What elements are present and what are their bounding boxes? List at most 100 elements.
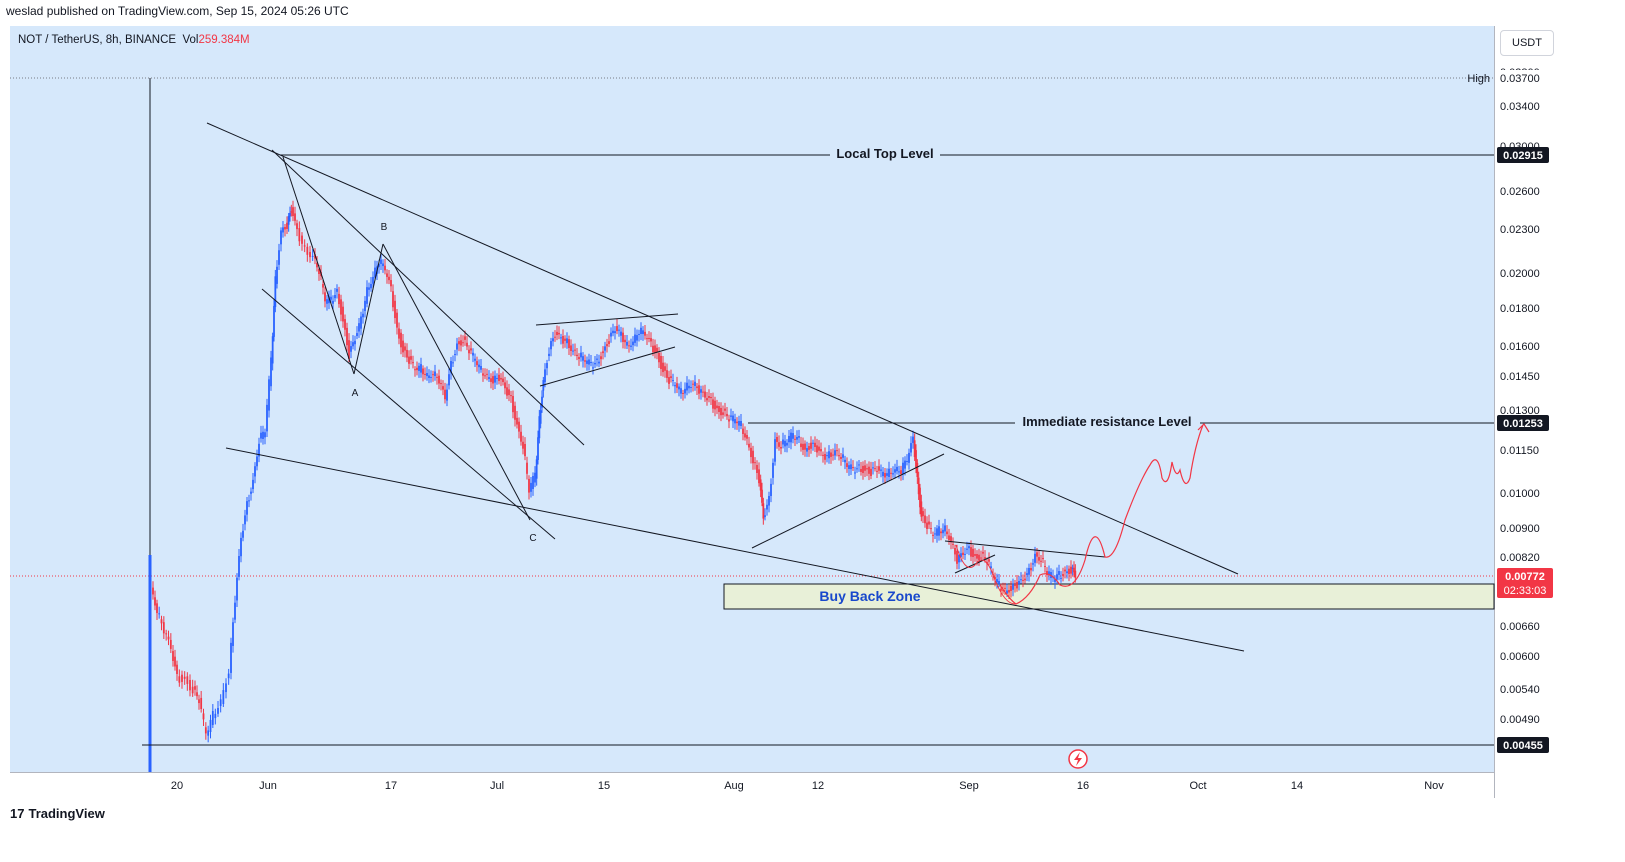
candle-body [356,333,358,337]
candle-body [342,306,344,322]
candle-body [292,207,294,217]
candle-body [570,345,572,351]
price-tag-resistance: 0.01253 [1497,415,1549,431]
candle-body [750,447,752,458]
candle-body [808,446,810,450]
candle-body [942,529,944,534]
candle-body [858,464,860,466]
candle-body [806,448,808,452]
candle-body [316,262,318,268]
candle-body [656,347,658,353]
candle-body [894,469,896,473]
candle-body [454,353,456,355]
candle-body [818,446,820,451]
candle-body [1014,584,1016,587]
candle-body [564,338,566,341]
candle-body [350,346,352,352]
candle-body [928,521,930,525]
candle-body [209,719,212,733]
wave-c-label: C [529,533,536,544]
candle-body [458,341,460,345]
candle-body [558,332,560,335]
candle-body [510,395,512,397]
candle-body [662,362,664,373]
candle-body [1044,566,1046,568]
candle-body [167,636,170,640]
candle-body [822,454,824,456]
candle-body [156,603,158,614]
candle-body [762,503,765,519]
candle-body [922,511,924,517]
candle-body [917,477,920,495]
candle-body [480,366,482,370]
candle-body [1070,566,1072,574]
candle-body [326,299,328,304]
y-tick-label: 0.02000 [1500,268,1540,280]
candle-body [664,366,666,371]
candle-body [968,546,970,549]
candle-body [618,329,620,331]
y-tick-label: 0.00540 [1500,684,1540,696]
candle-body [730,415,732,417]
candle-body [698,385,700,394]
candle-body [802,443,804,450]
candle-body [508,389,510,396]
candle-body [158,613,161,615]
svg-text:0.02915: 0.02915 [1503,150,1543,162]
tradingview-logo[interactable]: 17 TradingView [10,806,105,821]
event-flag-icon[interactable] [1068,749,1088,769]
candle-body [234,602,236,620]
candle-body [900,470,902,474]
tradingview-brand: TradingView [28,806,105,821]
candle-body [1030,568,1032,571]
candle-body [660,356,662,369]
candle-body [702,391,704,393]
candle-body [556,331,558,336]
candle-body [488,377,490,379]
candle-body [712,399,714,409]
chart-canvas[interactable] [10,26,1494,772]
candle-body [370,283,372,289]
candle-body [1066,571,1068,574]
candle-body [1071,567,1074,569]
candle-body [718,406,720,412]
currency-button[interactable]: USDT [1500,30,1554,56]
candle-body [759,479,762,491]
candle-body [616,326,618,332]
candle-body [580,352,582,358]
candle-body [303,245,306,247]
candle-body [412,362,414,364]
candle-body [588,359,590,365]
x-tick-label: Oct [1189,780,1206,792]
candle-body [566,338,568,344]
candle-body [444,389,446,400]
x-tick-label: 14 [1291,780,1303,792]
candle-body [744,433,746,438]
candle-body [271,336,274,364]
candle-body [714,400,716,410]
candle-body [550,341,552,350]
candle-body [332,300,334,304]
candle-body [502,378,504,383]
candle-body [1000,588,1002,591]
candle-body [680,388,682,394]
x-tick-label: Aug [724,780,744,792]
candle-body [311,255,314,257]
x-tick-label: 20 [171,780,183,792]
candle-body [174,656,176,667]
candle-body [926,522,928,529]
candle-body [770,483,772,497]
candle-body [628,345,630,347]
candle-body [958,554,960,563]
candle-body [790,432,792,443]
candle-body [576,354,578,356]
svg-text:02:33:03: 02:33:03 [1504,585,1547,597]
candle-body [1062,573,1064,576]
x-tick-label: Sep [959,780,979,792]
x-tick-label: Nov [1424,780,1444,792]
y-tick-label: 0.00900 [1500,523,1540,535]
time-axis[interactable] [10,772,1494,799]
candle-body [726,413,728,417]
candle-body [620,331,622,336]
candle-body [334,295,336,299]
